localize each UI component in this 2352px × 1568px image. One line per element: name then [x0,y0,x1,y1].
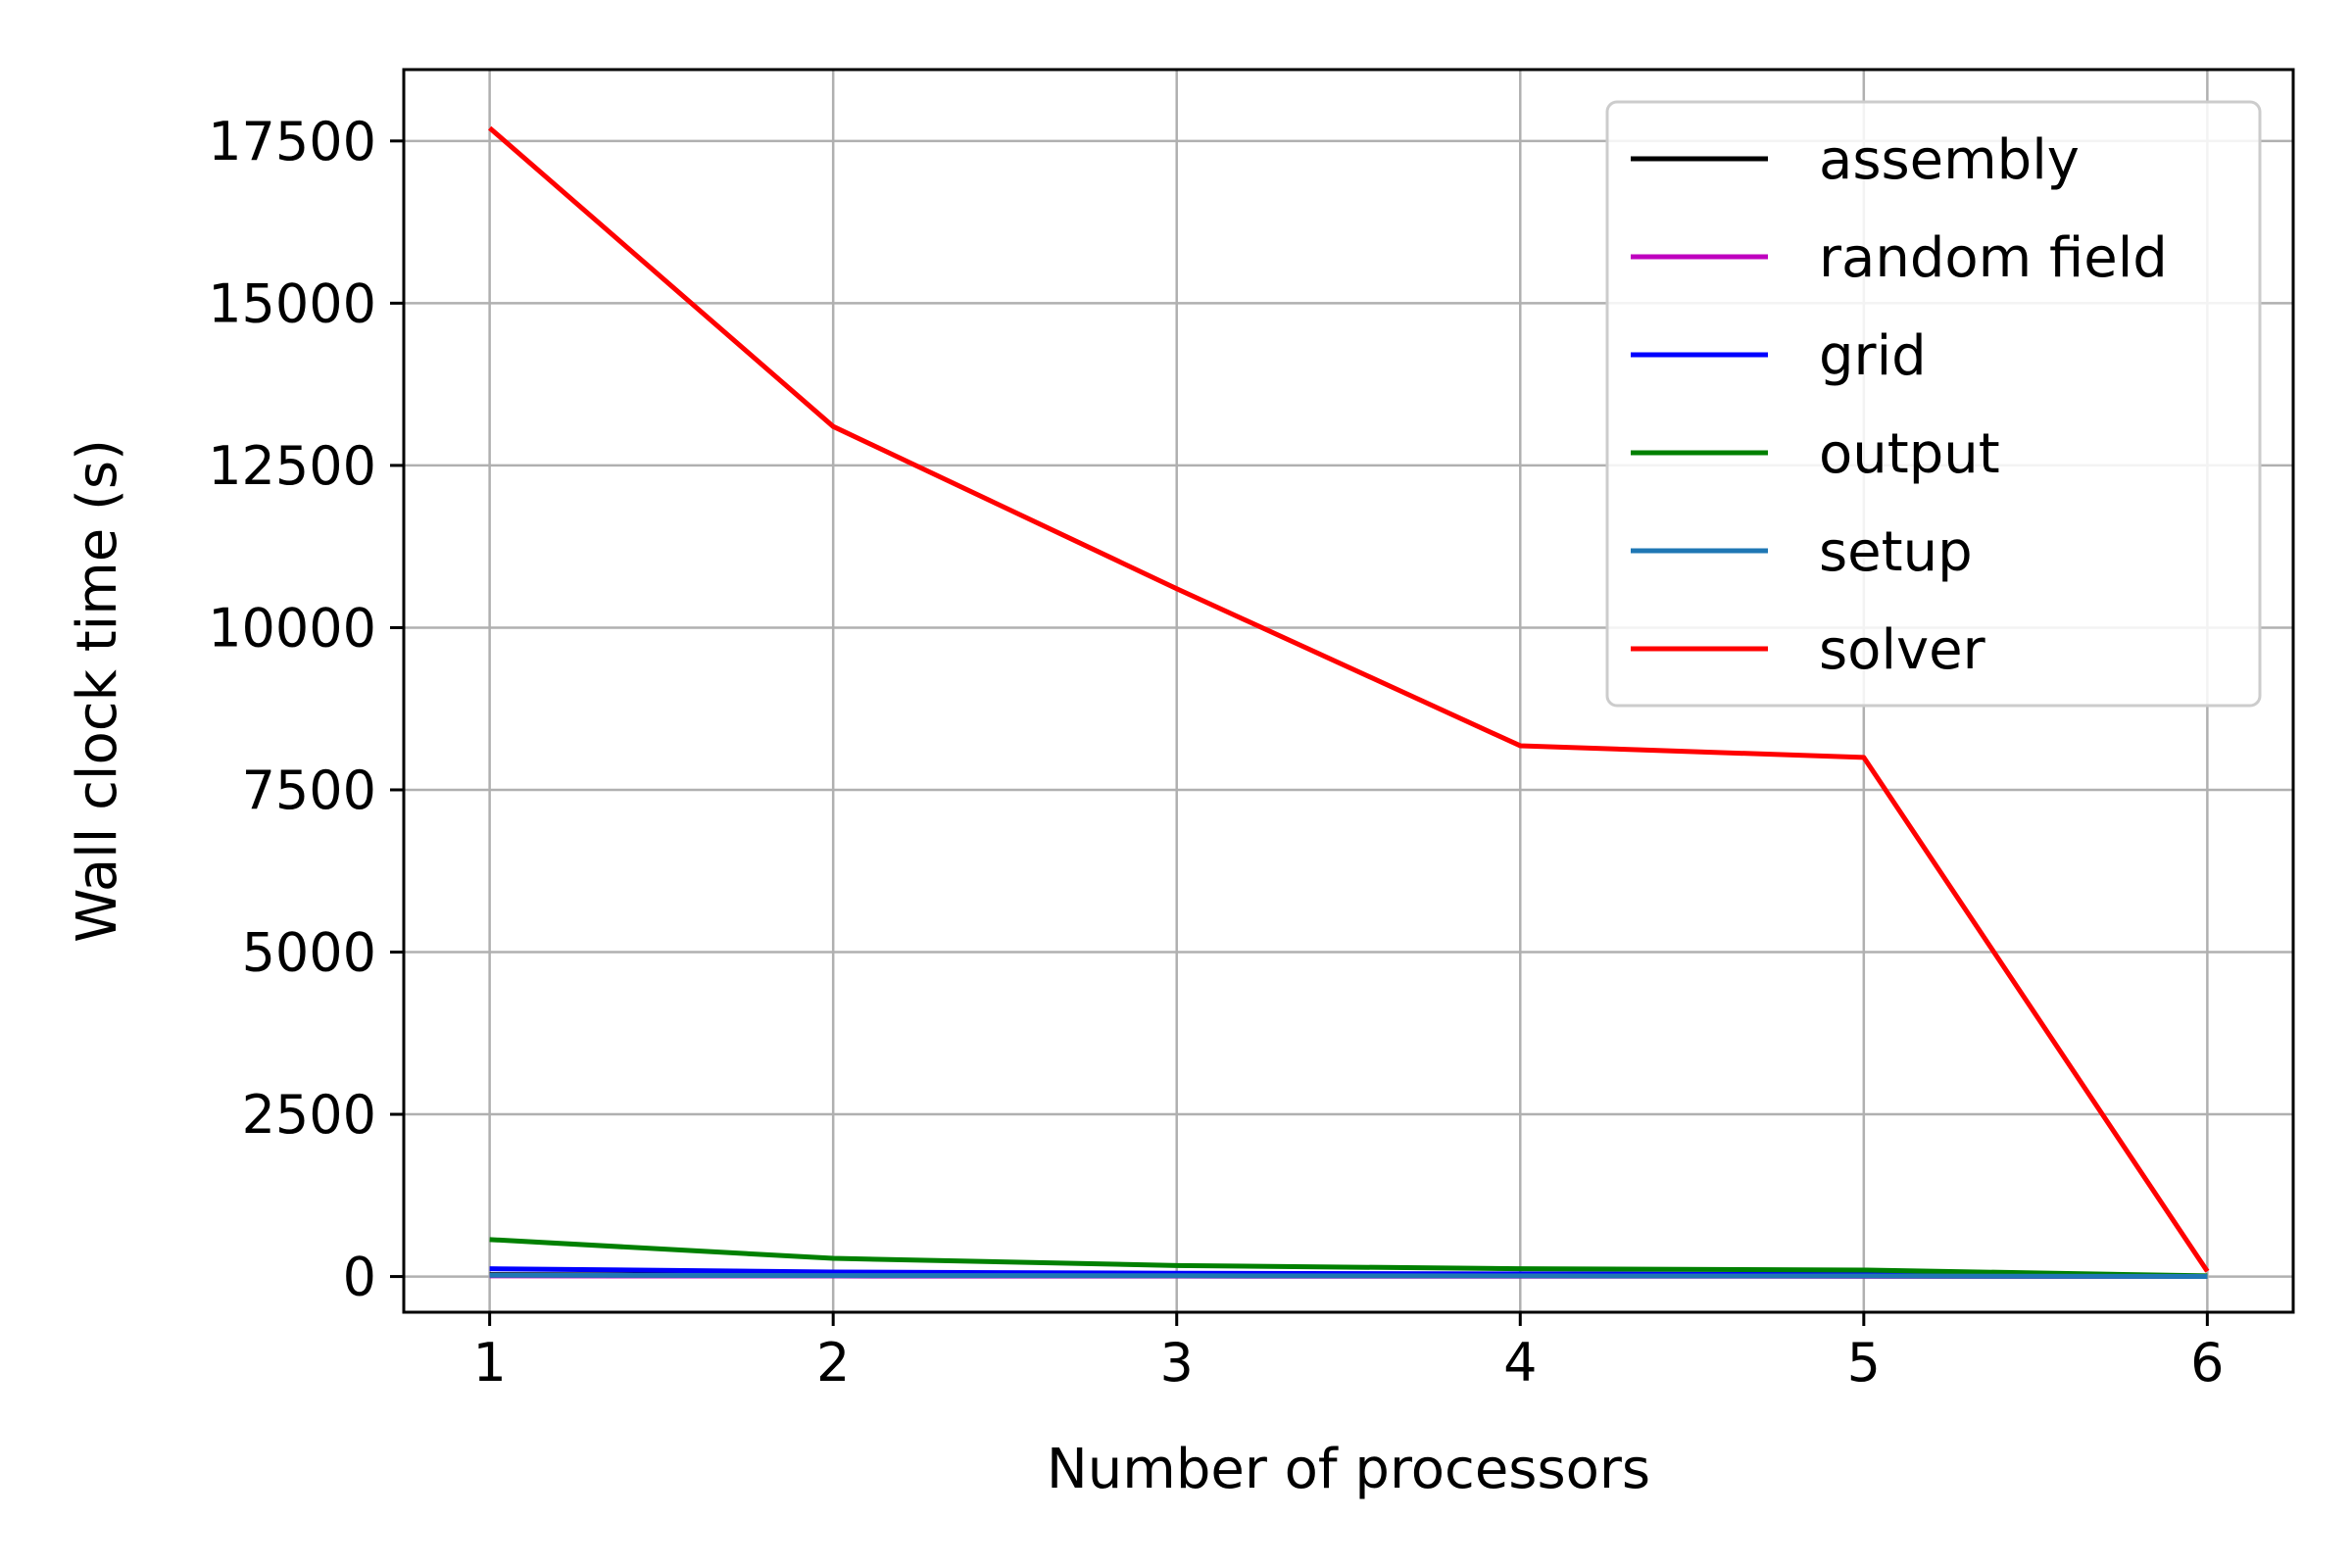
series-line-setup [489,1272,2208,1279]
legend-label: assembly [1819,128,2080,192]
legend-label: grid [1819,324,1927,388]
x-axis-label: Number of processors [1047,1438,1650,1501]
y-tick-label: 5000 [242,922,376,984]
series-line-output [489,1237,2208,1279]
legend-label: solver [1819,618,1986,682]
legend-label: setup [1819,520,1973,584]
x-tick-label: 2 [816,1332,850,1394]
x-tick-label: 4 [1503,1332,1537,1394]
series-lines [487,125,2210,1280]
y-tick-label: 10000 [208,597,376,659]
y-tick-label: 17500 [208,111,376,172]
y-tick-label: 15000 [208,272,376,334]
legend-label: random field [1819,226,2168,290]
y-tick-label: 0 [343,1247,376,1308]
axis-ticks: 1 2 3 4 5 6 0 2500 5000 7500 10000 12500 15000 17500 [208,111,2224,1394]
legend-label: output [1819,422,2000,486]
legend: assembly random field grid output setup solve… [1605,100,2262,708]
plot-frame [402,68,2295,1314]
y-tick-label: 2500 [242,1084,376,1146]
legend-box [1605,100,2262,708]
y-axis-label: Wall clock time (s) [66,439,129,943]
x-tick-label: 1 [472,1332,506,1394]
series-line-solver [487,125,2210,1273]
x-tick-label: 3 [1160,1332,1194,1394]
y-tick-label: 12500 [208,435,376,497]
x-tick-label: 5 [1847,1332,1881,1394]
y-tick-label: 7500 [242,760,376,821]
x-tick-label: 6 [2190,1332,2224,1394]
